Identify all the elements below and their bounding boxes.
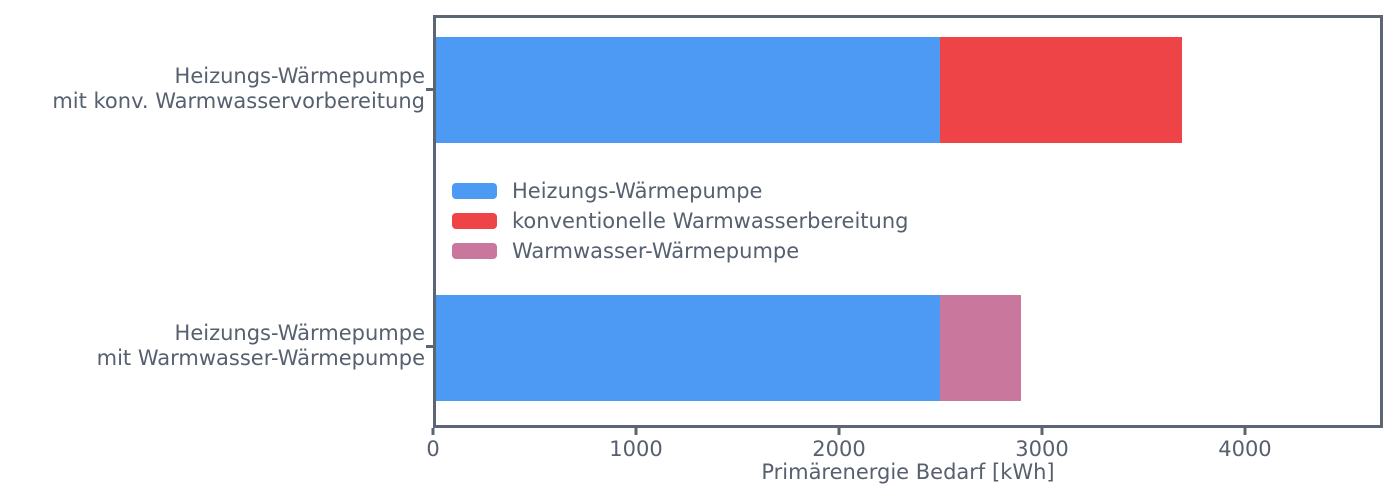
legend-swatch-pink — [452, 243, 497, 259]
category-label-bottom: Heizungs-Wärmepumpe mit Warmwasser-Wärme… — [97, 321, 425, 371]
x-axis-tick-labels: 0 1000 2000 3000 4000 — [426, 437, 1383, 463]
legend: Heizungs-Wärmepumpe konventionelle Warmw… — [452, 176, 909, 266]
bar-segment-series-2 — [940, 295, 1021, 401]
y-tick-mark-bottom — [426, 345, 433, 348]
stacked-bar-top — [436, 37, 1380, 143]
x-tick-label: 2000 — [812, 437, 866, 461]
legend-item-konventionelle-warmwasserbereitung: konventionelle Warmwasserbereitung — [452, 206, 909, 236]
x-tick-mark — [431, 428, 435, 435]
category-label-bottom-line2: mit Warmwasser-Wärmepumpe — [96, 346, 425, 370]
x-tick-label: 0 — [426, 437, 440, 461]
legend-label: Warmwasser-Wärmepumpe — [512, 239, 800, 263]
x-tick-mark — [1243, 428, 1247, 435]
x-axis-title: Primärenergie Bedarf [kWh] — [761, 460, 1055, 484]
bar-segment-series-0 — [436, 37, 941, 143]
category-label-top-line2: mit konv. Warmwasservorbereitung — [52, 89, 425, 113]
category-label-top: Heizungs-Wärmepumpe mit konv. Warmwasser… — [52, 64, 425, 114]
legend-swatch-blue — [452, 183, 497, 199]
plot-area: Heizungs-Wärmepumpe konventionelle Warmw… — [433, 15, 1383, 428]
category-label-top-line1: Heizungs-Wärmepumpe — [174, 64, 425, 88]
x-tick-label: 1000 — [609, 437, 663, 461]
y-tick-mark-top — [426, 88, 433, 91]
category-label-bottom-line1: Heizungs-Wärmepumpe — [174, 321, 425, 345]
legend-item-heizungs-waermepumpe: Heizungs-Wärmepumpe — [452, 176, 909, 206]
x-tick-mark — [837, 428, 841, 435]
x-axis-ticks — [431, 428, 1383, 436]
x-tick-mark — [634, 428, 638, 435]
bar-segment-series-0 — [436, 295, 941, 401]
stacked-bar-bottom — [436, 295, 1380, 401]
legend-label: konventionelle Warmwasserbereitung — [512, 209, 909, 233]
x-tick-label: 4000 — [1218, 437, 1272, 461]
x-tick-mark — [1040, 428, 1044, 435]
legend-item-warmwasser-waermepumpe: Warmwasser-Wärmepumpe — [452, 236, 909, 266]
x-tick-label: 3000 — [1015, 437, 1069, 461]
legend-swatch-red — [452, 213, 497, 229]
legend-label: Heizungs-Wärmepumpe — [512, 179, 763, 203]
bar-segment-series-1 — [940, 37, 1183, 143]
